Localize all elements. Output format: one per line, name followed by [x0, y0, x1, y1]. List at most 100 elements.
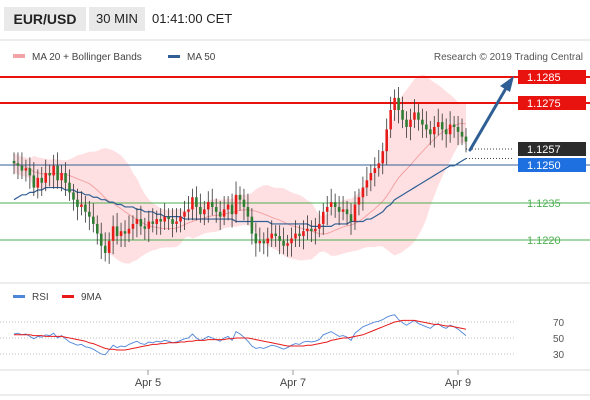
candle-body	[452, 124, 456, 127]
candle-body	[28, 168, 32, 176]
projection-arrowhead	[500, 76, 514, 92]
candle-body	[123, 231, 127, 234]
candle-body	[230, 204, 234, 215]
time-label: 01:41:00 CET	[152, 11, 233, 26]
candle-body	[262, 240, 266, 244]
candle-body	[111, 226, 115, 241]
candle-body	[76, 199, 79, 207]
candle-body	[298, 233, 301, 237]
projection-arrow-shaft	[468, 88, 507, 152]
candle-body	[99, 233, 103, 246]
level-label-box	[518, 96, 586, 110]
candle-body	[385, 129, 388, 152]
level-labels-layer: 1.1285 1.1275 1.1257 1.1250 1.1235 1.1220	[518, 70, 586, 247]
level-label-value: 1.1285	[527, 72, 561, 84]
candle-body	[238, 194, 242, 200]
candle-body	[131, 223, 135, 229]
ma20-legend-swatch	[13, 54, 25, 58]
candle-body	[103, 245, 107, 253]
candle-body	[234, 194, 238, 215]
level-label-value: 1.1257	[527, 144, 561, 156]
bollinger-band	[14, 74, 466, 264]
candle-body	[258, 240, 262, 244]
candle-body	[250, 216, 254, 234]
candle-body	[214, 206, 218, 212]
candle-body	[32, 175, 36, 188]
x-tick-label: Apr 9	[445, 377, 471, 389]
level-label-value: 1.1220	[527, 235, 561, 247]
candle-body	[218, 211, 222, 217]
candle-body	[68, 182, 71, 193]
candle-body	[329, 202, 333, 207]
rsi-tick-label: 30	[553, 350, 565, 361]
candle-body	[345, 209, 349, 215]
candle-body	[199, 206, 202, 215]
candle-body	[401, 110, 404, 120]
x-axis: Apr 5 Apr 7 Apr 9	[135, 370, 471, 389]
candle-body	[294, 233, 297, 239]
candle-body	[20, 165, 24, 171]
x-tick-label: Apr 7	[280, 377, 306, 389]
candle-body	[357, 197, 361, 205]
candle-body	[302, 231, 305, 237]
candle-body	[72, 192, 75, 200]
candles-layer	[12, 86, 468, 264]
level-label-box	[518, 70, 586, 84]
candle-body	[397, 97, 400, 110]
candle-body	[84, 204, 87, 212]
candle-body	[40, 177, 44, 183]
candle-body	[290, 238, 293, 244]
rsi-layer: 70 50 30	[0, 314, 565, 361]
candle-body	[226, 204, 230, 210]
candle-body	[444, 129, 448, 135]
projection-layer	[468, 76, 514, 152]
candle-body	[393, 97, 396, 110]
credit-label: Research © 2019 Trading Central	[434, 52, 583, 63]
rsi-ma-legend-swatch	[62, 295, 74, 298]
timeframe-button[interactable]: 30 MIN	[89, 7, 145, 31]
candle-body	[274, 233, 277, 237]
candle-body	[143, 226, 147, 229]
rsi-line	[13, 314, 467, 356]
candle-body	[155, 219, 159, 224]
candle-body	[242, 199, 246, 207]
candle-body	[318, 223, 321, 229]
candle-body	[60, 173, 63, 181]
candle-body	[56, 165, 59, 181]
ma50-line	[13, 157, 467, 227]
candle-body	[421, 119, 424, 125]
candle-body	[361, 187, 365, 198]
candle-body	[369, 173, 373, 181]
candle-body	[270, 233, 274, 239]
candle-body	[377, 163, 381, 169]
candle-body	[163, 216, 166, 222]
candle-body	[310, 228, 313, 232]
candle-body	[139, 219, 143, 227]
candle-body	[203, 209, 206, 215]
candle-body	[115, 226, 119, 237]
level-lines-layer	[0, 76, 590, 241]
candle-body	[135, 219, 139, 224]
candle-body	[436, 122, 440, 127]
rsi-ma-line	[14, 319, 467, 351]
candle-body	[456, 126, 460, 132]
candle-body	[92, 216, 95, 224]
candle-body	[306, 228, 309, 232]
ma20-legend-label: MA 20 + Bollinger Bands	[32, 52, 142, 63]
candle-body	[12, 160, 16, 164]
candle-body	[337, 206, 341, 212]
candle-body	[389, 110, 392, 130]
level-label-value: 1.1235	[527, 198, 561, 210]
candle-body	[409, 119, 412, 127]
candle-body	[266, 238, 270, 244]
candle-body	[36, 177, 40, 188]
candle-body	[365, 180, 369, 188]
candle-body	[127, 228, 131, 234]
candle-body	[80, 204, 83, 207]
moving-average-layer	[13, 157, 514, 227]
candle-body	[159, 219, 162, 222]
rsi-legend-swatch	[13, 295, 25, 298]
candle-body	[440, 122, 444, 130]
ma50-legend-label: MA 50	[187, 52, 216, 63]
